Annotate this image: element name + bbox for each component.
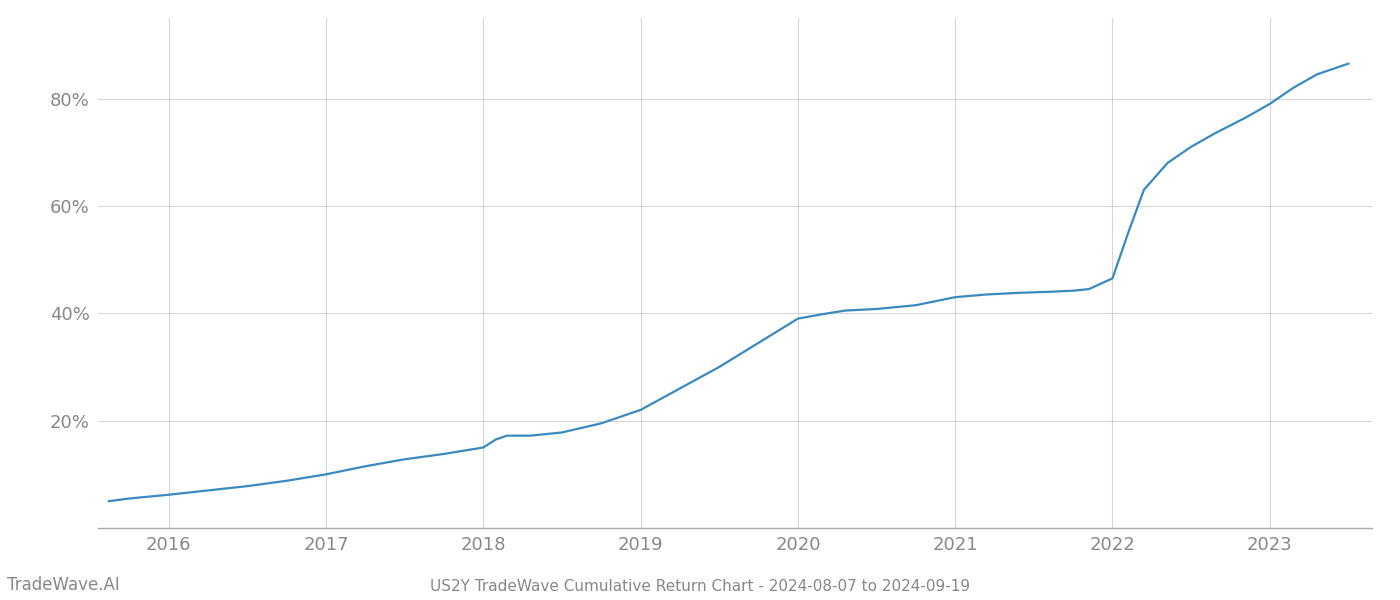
Text: TradeWave.AI: TradeWave.AI: [7, 576, 120, 594]
Text: US2Y TradeWave Cumulative Return Chart - 2024-08-07 to 2024-09-19: US2Y TradeWave Cumulative Return Chart -…: [430, 579, 970, 594]
